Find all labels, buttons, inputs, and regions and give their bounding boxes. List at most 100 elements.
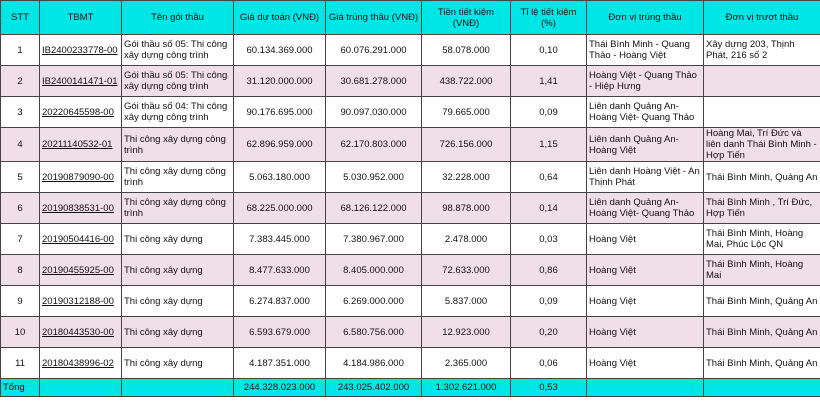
cell-tbmt: 20180443530-00 — [39, 316, 122, 348]
cell-don-vi-trung-thau: Hoàng Việt — [586, 285, 704, 317]
cell-gia-trung-thau: 7.380.967.000 — [325, 223, 422, 255]
cell-don-vi-truot-thau: Thái Bình Minh, Hoàng Mai, Phúc Lộc QN — [703, 223, 820, 255]
cell-don-vi-truot-thau: Thái Bình Minh, Quảng An — [703, 347, 820, 379]
total-gia-du-toan: 244.328.023.000 — [233, 378, 326, 397]
cell-stt: 3 — [0, 96, 40, 128]
cell-don-vi-trung-thau: Liên danh Quảng An-Hoàng Việt- Quang Thả… — [586, 96, 704, 128]
cell-gia-trung-thau: 8.405.000.000 — [325, 254, 422, 286]
total-tien-tiet-kiem: 1.302.621.000 — [421, 378, 511, 397]
cell-don-vi-trung-thau: Hoàng Việt — [586, 347, 704, 379]
cell-don-vi-trung-thau: Hoàng Việt — [586, 223, 704, 255]
cell-gia-du-toan: 60.134.369.000 — [233, 34, 326, 66]
cell-ti-le: 0,64 — [510, 161, 587, 193]
cell-ten-goi-thau: Thi công xây dựng — [121, 347, 234, 379]
cell-gia-du-toan: 31.120.000.000 — [233, 65, 326, 97]
cell-gia-du-toan: 7.383.445.000 — [233, 223, 326, 255]
cell-don-vi-trung-thau: Hoàng Việt - Quang Thảo - Hiệp Hưng — [586, 65, 704, 97]
cell-gia-trung-thau: 30.681.278.000 — [325, 65, 422, 97]
cell-don-vi-truot-thau: Hoàng Mai, Trí Đức và liên danh Thái Bìn… — [703, 127, 820, 162]
total-label: Tổng — [0, 378, 40, 397]
cell-don-vi-truot-thau: Thái Bình Minh, Quảng An — [703, 161, 820, 193]
cell-gia-trung-thau: 4.184.986.000 — [325, 347, 422, 379]
cell-tbmt: IB2400141471-01 — [39, 65, 122, 97]
cell-tbmt: IB2400233778-00 — [39, 34, 122, 66]
total-gia-trung-thau: 243.025.402.000 — [325, 378, 422, 397]
cell-tbmt: 20190504416-00 — [39, 223, 122, 255]
cell-ti-le: 0,14 — [510, 192, 587, 224]
cell-ti-le: 0,09 — [510, 285, 587, 317]
cell-gia-trung-thau: 5.030.952.000 — [325, 161, 422, 193]
cell-ti-le: 0,03 — [510, 223, 587, 255]
cell-ten-goi-thau: Gói thầu số 05: Thi công xây dựng công t… — [121, 65, 234, 97]
cell-don-vi-trung-thau: Liên danh Hoàng Việt - An Thịnh Phát — [586, 161, 704, 193]
cell-stt: 5 — [0, 161, 40, 193]
cell-stt: 9 — [0, 285, 40, 317]
cell-gia-du-toan: 62.896.959.000 — [233, 127, 326, 162]
cell-ti-le: 0,09 — [510, 96, 587, 128]
cell-gia-trung-thau: 6.269.000.000 — [325, 285, 422, 317]
table-row: 1 IB2400233778-00 Gói thầu số 05: Thi công… — [0, 34, 820, 66]
cell-gia-trung-thau: 6.580.756.000 — [325, 316, 422, 348]
header-tbmt: TBMT — [39, 0, 122, 35]
header-don-vi-truot-thau: Đơn vị trượt thầu — [703, 0, 820, 35]
table-row: 6 20190838531-00 Thi công xây dựng công tr… — [0, 192, 820, 224]
total-ti-le: 0,53 — [510, 378, 587, 397]
bid-table: STT TBMT Tên gói thầu Giá dự toán (VNĐ) … — [0, 0, 820, 397]
header-ti-le: Tỉ lệ tiết kiệm (%) — [510, 0, 587, 35]
header-row: STT TBMT Tên gói thầu Giá dự toán (VNĐ) … — [0, 0, 820, 35]
cell-ti-le: 0,86 — [510, 254, 587, 286]
table-row: 11 20180438996-02 Thi công xây dựng 4.187.3… — [0, 347, 820, 379]
cell-don-vi-truot-thau: Thái Bình Minh, Quảng An — [703, 316, 820, 348]
cell-gia-du-toan: 8.477.633.000 — [233, 254, 326, 286]
cell-ten-goi-thau: Thi công xây dựng — [121, 285, 234, 317]
table-row: 10 20180443530-00 Thi công xây dựng 6.593.6… — [0, 316, 820, 348]
cell-stt: 7 — [0, 223, 40, 255]
cell-tien-tiet-kiem: 98.878.000 — [421, 192, 511, 224]
cell-stt: 11 — [0, 347, 40, 379]
cell-tien-tiet-kiem: 438.722.000 — [421, 65, 511, 97]
table-row: 3 20220645598-00 Gói thầu số 04: Thi công … — [0, 96, 820, 128]
cell-don-vi-truot-thau: Xây dựng 203, Thịnh Phát, 216 số 2 — [703, 34, 820, 66]
header-stt: STT — [0, 0, 40, 35]
total-empty — [121, 378, 234, 397]
cell-ti-le: 1,41 — [510, 65, 587, 97]
cell-ten-goi-thau: Thi công xây dựng công trình — [121, 192, 234, 224]
cell-gia-du-toan: 6.593.679.000 — [233, 316, 326, 348]
header-gia-du-toan: Giá dự toán (VNĐ) — [233, 0, 326, 35]
cell-ti-le: 0,20 — [510, 316, 587, 348]
cell-don-vi-trung-thau: Hoàng Việt — [586, 254, 704, 286]
cell-don-vi-truot-thau: Thái Bình Minh , Trí Đức, Hợp Tiến — [703, 192, 820, 224]
cell-ten-goi-thau: Thi công xây dựng công trình — [121, 161, 234, 193]
table-row: 8 20190455925-00 Thi công xây dựng 8.477.63… — [0, 254, 820, 286]
cell-don-vi-trung-thau: Liên danh Quảng An-Hoàng Việt- Quang Thả… — [586, 192, 704, 224]
cell-gia-du-toan: 90.176.695.000 — [233, 96, 326, 128]
table-row: 5 20190879090-00 Thi công xây dựng công tr… — [0, 161, 820, 193]
cell-tbmt: 20190312188-00 — [39, 285, 122, 317]
header-don-vi-trung-thau: Đơn vị trúng thầu — [586, 0, 704, 35]
cell-tien-tiet-kiem: 2.478.000 — [421, 223, 511, 255]
cell-tbmt: 20180438996-02 — [39, 347, 122, 379]
cell-ten-goi-thau: Gói thầu số 05: Thi công xây dựng công t… — [121, 34, 234, 66]
cell-ten-goi-thau: Thi công xây dựng — [121, 223, 234, 255]
cell-tien-tiet-kiem: 726.156.000 — [421, 127, 511, 162]
cell-don-vi-trung-thau: Liên danh Quảng An-Hoàng Việt — [586, 127, 704, 162]
cell-stt: 6 — [0, 192, 40, 224]
cell-ten-goi-thau: Gói thầu số 04: Thi công xây dựng công t… — [121, 96, 234, 128]
table-body: 1 IB2400233778-00 Gói thầu số 05: Thi công… — [0, 34, 820, 397]
table-row: 7 20190504416-00 Thi công xây dựng 7.383.44… — [0, 223, 820, 255]
cell-tbmt: 20220645598-00 — [39, 96, 122, 128]
cell-ten-goi-thau: Thi công xây dựng công trình — [121, 127, 234, 162]
cell-tbmt: 20211140532-01 — [39, 127, 122, 162]
cell-stt: 10 — [0, 316, 40, 348]
cell-don-vi-trung-thau: Thái Bình Minh - Quang Thảo - Hoàng Việt — [586, 34, 704, 66]
table-row: 2 IB2400141471-01 Gói thầu số 05: Thi công… — [0, 65, 820, 97]
cell-gia-trung-thau: 90.097.030.000 — [325, 96, 422, 128]
cell-gia-du-toan: 5.063.180.000 — [233, 161, 326, 193]
cell-tien-tiet-kiem: 79.665.000 — [421, 96, 511, 128]
cell-stt: 4 — [0, 127, 40, 162]
total-empty — [703, 378, 820, 397]
cell-tien-tiet-kiem: 5.837.000 — [421, 285, 511, 317]
cell-tien-tiet-kiem: 12.923.000 — [421, 316, 511, 348]
cell-ten-goi-thau: Thi công xây dựng — [121, 316, 234, 348]
cell-gia-du-toan: 68.225.000.000 — [233, 192, 326, 224]
